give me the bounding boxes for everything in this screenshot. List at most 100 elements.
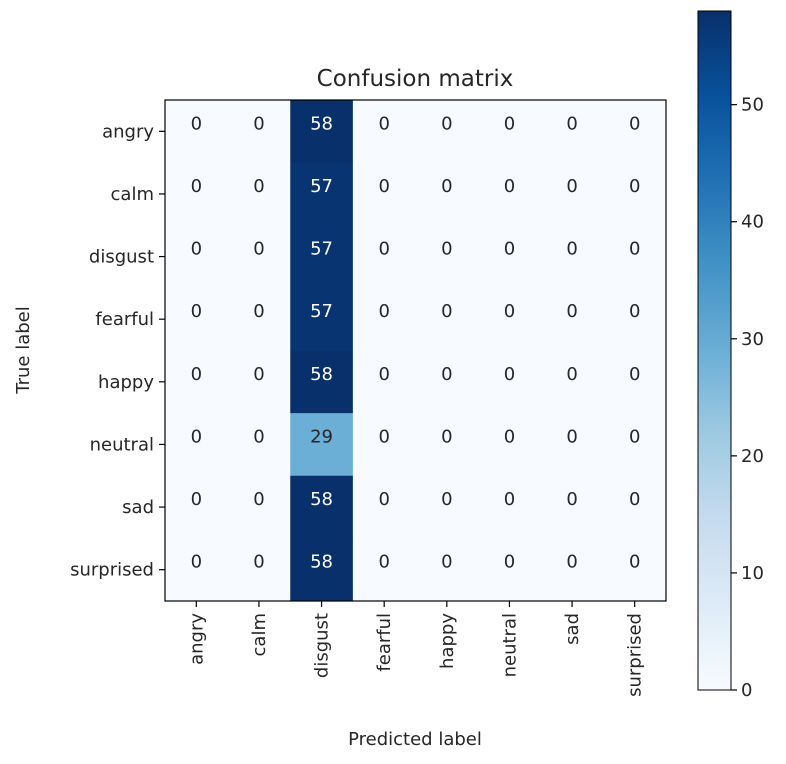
cell-value-label: 0	[253, 239, 264, 260]
heatmap-cell	[290, 538, 354, 602]
cell-value-label: 57	[310, 239, 333, 260]
cell-value-label: 0	[629, 113, 640, 134]
heatmap-cell	[478, 287, 542, 351]
cell-value-label: 0	[441, 176, 452, 197]
cell-value-label: 0	[378, 489, 389, 510]
heatmap-cell	[478, 413, 542, 477]
heatmap-cell	[478, 538, 542, 602]
cell-value-label: 0	[504, 301, 515, 322]
cell-value-label: 0	[378, 552, 389, 573]
cell-value-label: 0	[566, 552, 577, 573]
heatmap-cell	[227, 350, 291, 414]
y-axis-ticks: angry calm disgust fearful happy neutral sad su…	[70, 121, 165, 581]
heatmap-cell	[415, 413, 479, 477]
heatmap-cell	[540, 413, 604, 477]
heatmap-cell	[415, 538, 479, 602]
cell-value-label: 0	[629, 426, 640, 447]
x-tick-label: surprised	[625, 613, 646, 697]
heatmap-cell	[540, 538, 604, 602]
heatmap-cell	[478, 225, 542, 289]
cell-value-label: 0	[629, 301, 640, 322]
cell-value-label: 58	[310, 552, 333, 573]
heatmap-cell	[540, 162, 604, 226]
cell-value-label: 0	[504, 489, 515, 510]
cell-value-label: 0	[629, 552, 640, 573]
cell-value-label: 0	[378, 113, 389, 134]
cell-value-label: 0	[566, 426, 577, 447]
cell-value-label: 0	[253, 426, 264, 447]
cell-value-label: 0	[504, 552, 515, 573]
y-tick-label: calm	[111, 184, 154, 205]
colorbar-tick-label: 40	[741, 212, 764, 233]
heatmap-cell	[540, 350, 604, 414]
heatmap-cell	[165, 475, 229, 539]
cell-value-label: 0	[253, 489, 264, 510]
heatmap-cell	[165, 350, 229, 414]
heatmap-cell	[290, 287, 354, 351]
heatmap-cell	[165, 162, 229, 226]
heatmap-cell	[290, 162, 354, 226]
cell-value-label: 0	[629, 364, 640, 385]
y-tick-label: disgust	[89, 247, 154, 268]
heatmap-cell	[227, 287, 291, 351]
cell-value-label: 0	[629, 176, 640, 197]
heatmap-cell	[290, 475, 354, 539]
heatmap-cell	[540, 225, 604, 289]
heatmap-cell	[352, 162, 416, 226]
cell-value-label: 0	[191, 364, 202, 385]
cell-value-label: 0	[191, 426, 202, 447]
heatmap-cell	[540, 475, 604, 539]
y-tick-label: sad	[122, 497, 154, 518]
colorbar	[697, 10, 732, 691]
heatmap-cell	[603, 413, 667, 477]
cell-value-label: 29	[310, 426, 333, 447]
y-tick-label: happy	[98, 372, 154, 393]
cell-value-label: 57	[310, 301, 333, 322]
heatmap-cell	[478, 350, 542, 414]
colorbar-tick-label: 50	[741, 95, 764, 116]
heatmap-cell	[603, 100, 667, 164]
cell-value-label: 0	[253, 113, 264, 134]
cell-value-label: 0	[504, 426, 515, 447]
x-axis-ticks: angry calm disgust fearful happy neutral sad su…	[186, 601, 646, 697]
heatmap-cell	[415, 475, 479, 539]
cell-value-label: 0	[378, 176, 389, 197]
cell-value-label: 0	[191, 301, 202, 322]
cell-value-label: 0	[629, 239, 640, 260]
heatmap-cell	[290, 100, 354, 164]
heatmap-cell	[352, 287, 416, 351]
cell-value-label: 0	[566, 489, 577, 510]
heatmap-cell	[165, 413, 229, 477]
x-tick-label: fearful	[374, 613, 395, 672]
heatmap-cell	[227, 413, 291, 477]
cell-value-label: 0	[441, 364, 452, 385]
heatmap-cell	[290, 225, 354, 289]
heatmap-cell	[415, 162, 479, 226]
cell-value-label: 0	[191, 176, 202, 197]
heatmap-cell	[227, 162, 291, 226]
heatmap-cell	[227, 475, 291, 539]
heatmap-cell	[290, 413, 354, 477]
heatmap-cell	[352, 413, 416, 477]
heatmap-cell	[165, 538, 229, 602]
cell-value-label: 0	[441, 113, 452, 134]
heatmap-cell	[352, 538, 416, 602]
cell-value-label: 58	[310, 364, 333, 385]
cell-value-label: 0	[191, 552, 202, 573]
colorbar-tick-label: 20	[741, 446, 764, 467]
heatmap-cell	[352, 100, 416, 164]
x-tick-label: sad	[562, 613, 583, 645]
cell-value-label: 0	[191, 239, 202, 260]
colorbar-tick-label: 10	[741, 563, 764, 584]
y-tick-label: fearful	[95, 309, 154, 330]
heatmap-cell	[352, 350, 416, 414]
heatmap-cell	[540, 100, 604, 164]
y-tick-label: surprised	[70, 560, 154, 581]
heatmap-cell	[227, 225, 291, 289]
cell-value-label: 0	[441, 489, 452, 510]
cell-value-label: 58	[310, 489, 333, 510]
heatmap-cell	[603, 225, 667, 289]
cell-value-label: 0	[566, 239, 577, 260]
heatmap-cell	[603, 287, 667, 351]
